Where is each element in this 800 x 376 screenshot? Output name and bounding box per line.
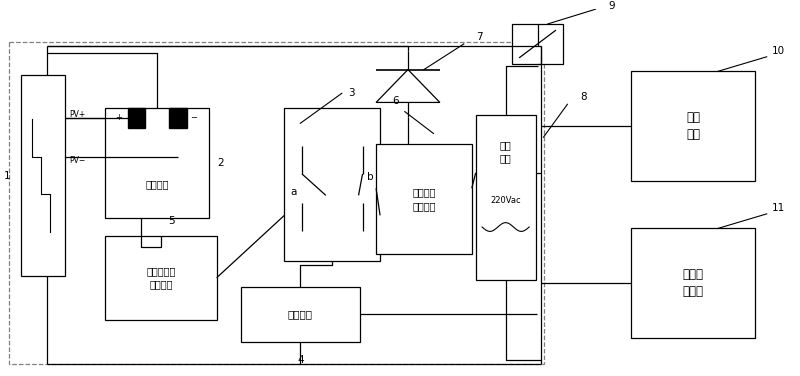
Text: 太阳能脉冲
充电模块: 太阳能脉冲 充电模块 <box>146 266 175 290</box>
Text: a: a <box>290 187 297 197</box>
FancyBboxPatch shape <box>105 236 217 320</box>
Text: 6: 6 <box>392 96 398 106</box>
Text: 控制逻辑: 控制逻辑 <box>288 309 313 319</box>
Text: 7: 7 <box>477 32 483 42</box>
Text: 220Vac: 220Vac <box>490 196 521 205</box>
Text: 9: 9 <box>608 1 614 11</box>
Text: 11: 11 <box>772 203 786 214</box>
Text: 逆变
模块: 逆变 模块 <box>686 111 700 141</box>
Text: −: − <box>190 114 197 123</box>
Text: 10: 10 <box>772 46 786 56</box>
FancyBboxPatch shape <box>512 24 563 64</box>
Bar <box>128 108 146 128</box>
Text: 蓄电池组: 蓄电池组 <box>145 180 169 190</box>
Text: 4: 4 <box>297 355 304 365</box>
Text: 2: 2 <box>218 158 224 168</box>
FancyBboxPatch shape <box>476 115 535 280</box>
FancyBboxPatch shape <box>631 71 754 181</box>
Text: b: b <box>367 172 374 182</box>
Text: 市电
接口: 市电 接口 <box>500 140 511 163</box>
Text: 8: 8 <box>580 92 586 102</box>
FancyBboxPatch shape <box>376 144 472 254</box>
FancyBboxPatch shape <box>285 108 380 261</box>
Text: +: + <box>115 114 122 123</box>
Text: 1: 1 <box>4 170 10 180</box>
FancyBboxPatch shape <box>105 108 209 218</box>
Text: 5: 5 <box>169 216 175 226</box>
Text: PV+: PV+ <box>69 110 86 119</box>
Text: 直流输
出模块: 直流输 出模块 <box>682 268 703 298</box>
Text: 3: 3 <box>348 88 354 98</box>
FancyBboxPatch shape <box>241 287 360 342</box>
Text: 市电脉冲
充电模块: 市电脉冲 充电模块 <box>412 188 436 211</box>
Bar <box>170 108 187 128</box>
FancyBboxPatch shape <box>631 229 754 338</box>
Text: PV−: PV− <box>69 156 86 165</box>
FancyBboxPatch shape <box>22 75 65 276</box>
